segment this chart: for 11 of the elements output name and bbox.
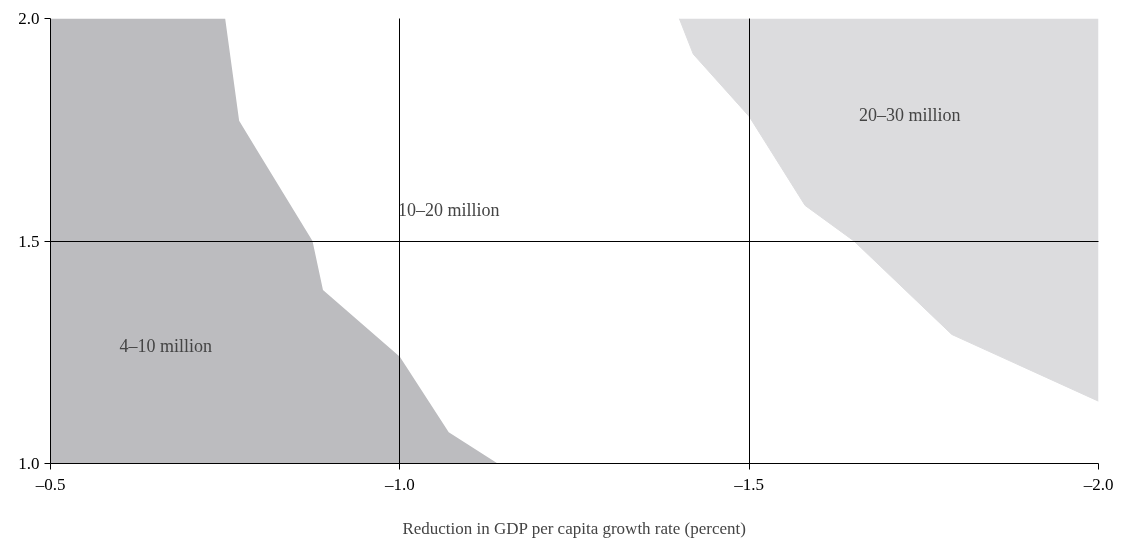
x-tick-label: –1.0 xyxy=(383,474,415,494)
x-tick-label: –0.5 xyxy=(34,474,66,494)
annotation: 20–30 million xyxy=(859,105,961,126)
y-tick-label: 2.0 xyxy=(18,9,40,28)
x-tick-label: –1.5 xyxy=(733,474,765,494)
x-axis-title: Reduction in GDP per capita growth rate (percent) xyxy=(402,518,746,538)
annotation: 10–20 million xyxy=(397,200,500,221)
annotation: 4–10 million xyxy=(119,335,213,356)
x-tick-label: –2.0 xyxy=(1082,474,1114,494)
y-tick-label: 1.5 xyxy=(18,231,40,251)
y-tick-label: 1.0 xyxy=(18,454,40,473)
